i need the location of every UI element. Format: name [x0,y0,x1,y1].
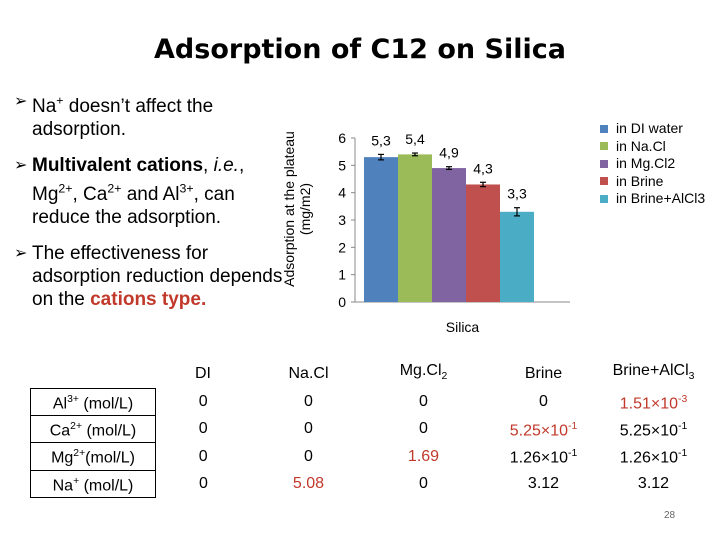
y-tick-label: 2 [338,239,346,255]
data-label: 5,3 [371,132,391,148]
column-header [31,360,156,388]
bullet-text: The effectiveness for adsorption reducti… [32,242,283,310]
chart-legend: in DI water in Na.Cl in Mg.Cl2 in Brine in B… [600,120,705,208]
column-header: DI [195,365,211,383]
table-cell: 3.12 [527,474,560,492]
table-cell: 0 [419,420,428,438]
row-header-cell: Ca2+ (mol/L) [30,415,156,444]
table-row: Al3+ (mol/L) 0 0 0 0 1.51×10-3 [30,387,702,417]
data-label: 4,3 [473,160,493,176]
table-cell: 1.69 [407,447,440,465]
legend-entry: in DI water [600,120,705,138]
arrow-bullet-icon: ➢ [14,157,28,175]
y-tick-label: 1 [338,267,346,283]
column-header: Mg.Cl2 [399,362,448,383]
table-cell: 0 [199,474,208,492]
row-header-cell: Mg2+(mol/L) [30,442,156,471]
y-tick-label: 5 [338,157,346,173]
table-cell: 0 [304,420,313,438]
legend-entry: in Na.Cl [600,138,705,156]
bullet-list: ➢ Na+ doesn’t affect the adsorption. ➢ M… [14,90,284,324]
table-cell: 0 [198,447,208,465]
bar-chart: 0 1 2 3 4 5 6 5,3 5,4 4,9 4,3 3,3 Silica [338,130,570,335]
table-row: Mg2+(mol/L) 0 0 1.69 1.26×10-1 1.26×10-1 [30,442,702,471]
legend-swatch [600,159,608,168]
table-cell: 1.26×10-1 [509,448,578,467]
row-header-cell: Na+ (mol/L) [30,469,156,499]
bar [432,168,466,302]
slide-title: Adsorption of C12 on Silica [154,34,566,65]
arrow-bullet-icon: ➢ [14,244,28,262]
legend-entry: in Mg.Cl2 [600,155,705,173]
table-cell: 0 [419,392,428,410]
table-header-row: DI Na.Cl Mg.Cl2 Brine Brine+AlCl3 [31,360,702,388]
legend-swatch [600,177,608,186]
bar [500,211,534,302]
legend-label: in DI water [616,120,683,136]
row-header-cell: Al3+ (mol/L) [30,387,156,417]
table-cell: 3.12 [637,474,670,492]
table-row: Ca2+ (mol/L) 0 0 0 5.25×10-1 5.25×10-1 [30,415,702,444]
table-cell: 1.26×10-1 [619,448,688,467]
bullet-item: ➢ Multivalent cations, i.e., Mg2+, Ca2+ … [14,154,284,228]
legend-label: in Na.Cl [616,137,666,154]
legend-entry: in Brine+AlCl3 [600,190,705,208]
table-cell: 0 [198,392,208,410]
legend-swatch [600,142,608,151]
bullet-text: Na+ doesn’t affect the adsorption. [32,94,214,141]
y-tick-label: 6 [338,130,346,146]
arrow-bullet-icon: ➢ [14,93,28,110]
table-cell: 0 [539,392,548,410]
page-number: 28 [664,510,676,521]
data-label: 4,9 [439,145,459,161]
legend-entry: in Brine [600,173,705,191]
bullet-item: ➢ Na+ doesn’t affect the adsorption. [14,90,284,141]
column-header: Brine [524,365,563,383]
table-cell: 5.08 [292,474,325,492]
table-cell: 5.25×10-1 [619,421,688,440]
bar [364,157,398,302]
y-axis-label: Adsorption at the plateau (mg/m2) [281,131,313,287]
bullet-text: Multivalent cations, i.e., Mg2+, Ca2+ an… [32,155,245,228]
legend-label: in Brine+AlCl3 [616,190,706,206]
table-cell: 5.25×10-1 [509,421,578,440]
column-header: Brine+AlCl3 [612,362,695,383]
legend-label: in Mg.Cl2 [616,155,676,171]
table-cell: 0 [304,392,313,410]
y-tick-label: 4 [338,185,346,201]
data-label: 5,4 [405,131,425,147]
table-cell: 0 [304,447,313,465]
legend-swatch [600,124,608,133]
bar [398,154,432,302]
data-label: 3,3 [507,186,527,202]
concentration-table: DI Na.Cl Mg.Cl2 Brine Brine+AlCl3 Al3+ (mol/… [30,360,702,499]
table-cell: 0 [198,420,208,438]
x-axis-label: Silica [446,319,480,335]
y-tick-label: 3 [338,212,346,228]
bar [466,184,500,302]
table-cell: 0 [419,474,428,492]
legend-swatch [600,194,608,203]
legend-label: in Brine [616,172,664,189]
table-row: Na+ (mol/L) 0 5.08 0 3.12 3.12 [30,469,702,499]
bullet-item: ➢ The effectiveness for adsorption reduc… [14,242,284,311]
y-tick-label: 0 [338,294,346,310]
table-cell: 1.51×10-3 [619,393,688,413]
column-header: Na.Cl [288,365,329,383]
